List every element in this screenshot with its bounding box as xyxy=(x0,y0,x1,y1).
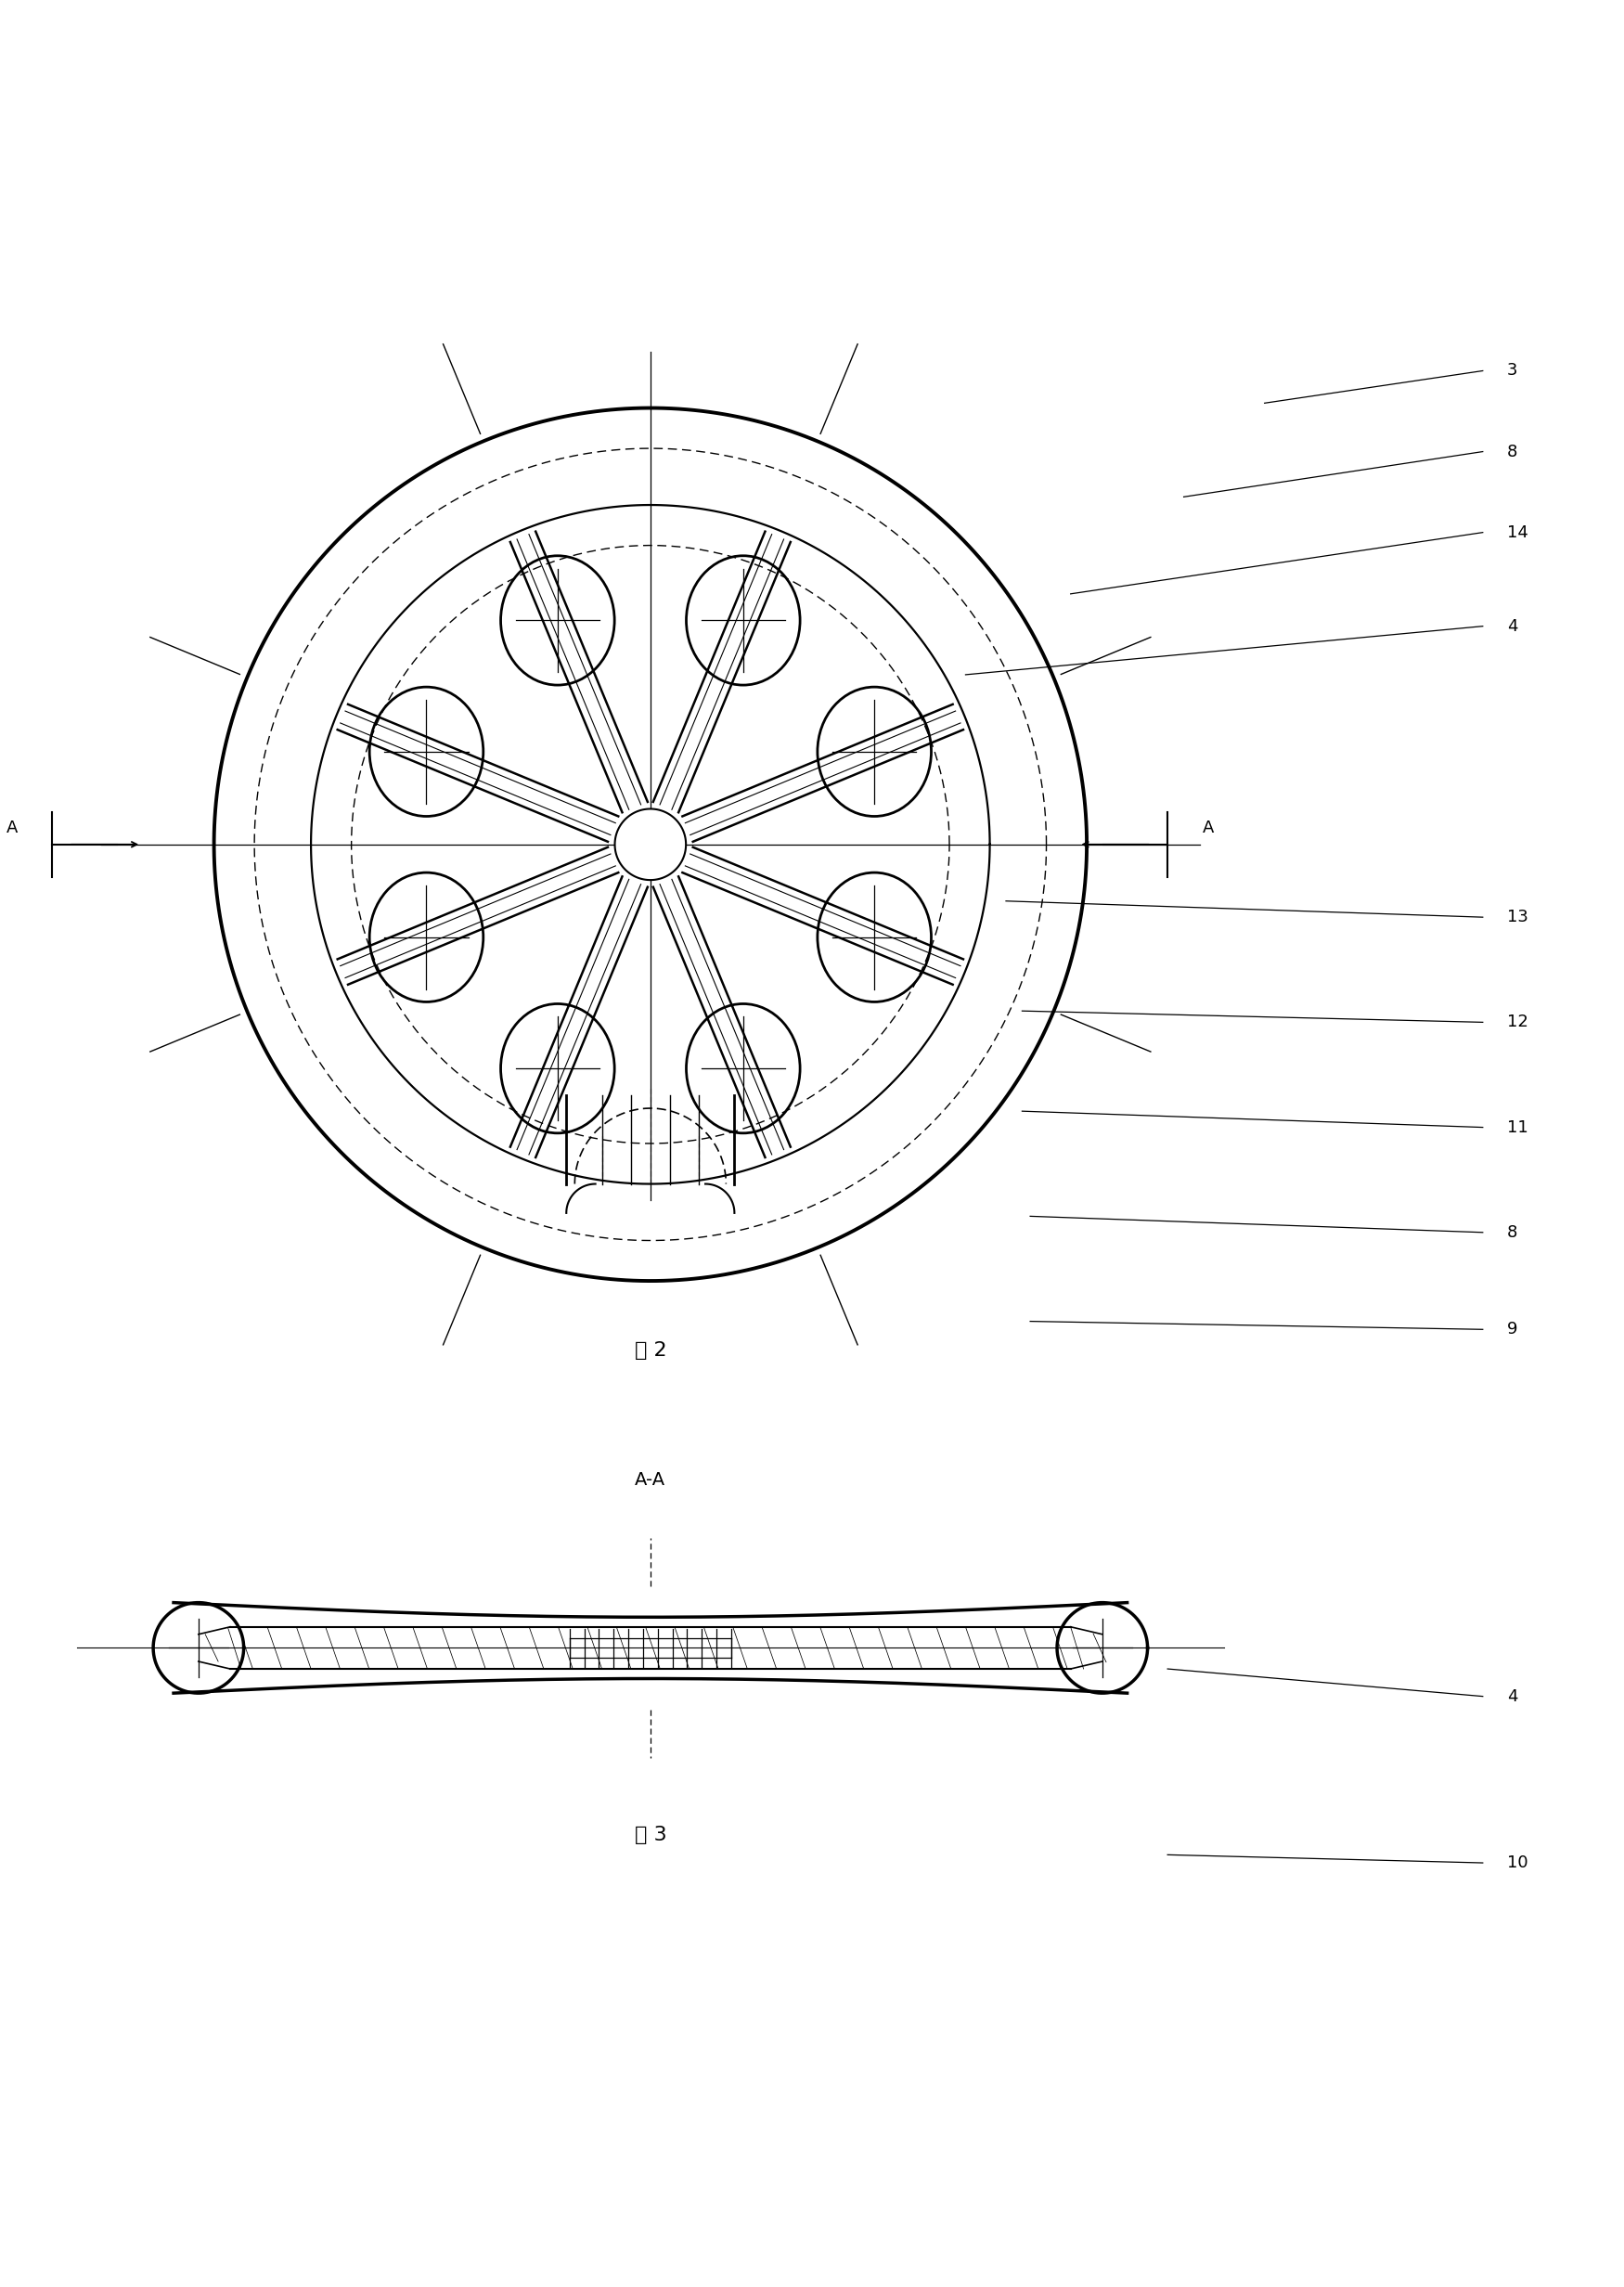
Text: 9: 9 xyxy=(1507,1322,1518,1338)
Text: A: A xyxy=(6,819,18,837)
Text: 4: 4 xyxy=(1507,617,1518,633)
Text: 3: 3 xyxy=(1507,361,1518,380)
Polygon shape xyxy=(615,810,685,880)
Text: 8: 8 xyxy=(1507,1224,1517,1242)
Text: 图 3: 图 3 xyxy=(635,1825,666,1846)
Text: 12: 12 xyxy=(1507,1013,1528,1031)
Text: 8: 8 xyxy=(1507,444,1517,460)
Text: A: A xyxy=(1202,819,1213,837)
Text: 4: 4 xyxy=(1507,1688,1518,1704)
Text: A-A: A-A xyxy=(635,1471,666,1489)
Text: 11: 11 xyxy=(1507,1118,1528,1137)
Text: 图 2: 图 2 xyxy=(635,1340,666,1361)
Text: 10: 10 xyxy=(1507,1855,1528,1871)
Text: 13: 13 xyxy=(1507,908,1528,926)
Text: 14: 14 xyxy=(1507,524,1528,540)
